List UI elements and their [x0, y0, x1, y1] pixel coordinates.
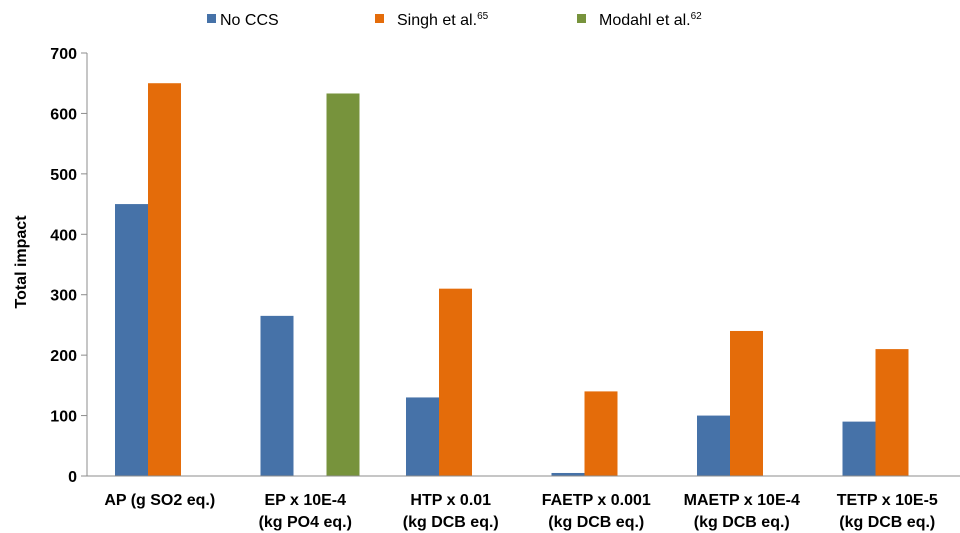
- x-tick-label: FAETP x 0.001: [542, 492, 651, 509]
- legend-superscript: 62: [691, 11, 703, 22]
- x-axis: AP (g SO2 eq.) EP x 10E-4 (kg PO4 eq.) HTP …: [87, 475, 960, 531]
- bar: [406, 397, 439, 476]
- bar: [260, 315, 294, 476]
- legend-superscript: 65: [477, 11, 489, 22]
- bar: [697, 415, 730, 476]
- legend-swatch: [577, 14, 586, 23]
- legend-swatch: [207, 14, 216, 23]
- legend-label: Singh et al.65: [397, 11, 489, 29]
- bar: [551, 472, 585, 476]
- bar: [439, 288, 472, 476]
- x-tick-label: (kg DCB eq.): [839, 514, 935, 531]
- x-tick-label: (kg DCB eq.): [548, 514, 644, 531]
- x-tick-label: MAETP x 10E-4: [684, 492, 800, 509]
- y-tick-label: 200: [50, 348, 77, 365]
- bar: [115, 204, 148, 477]
- legend-label: No CCS: [220, 12, 279, 29]
- legend-swatch: [375, 14, 384, 23]
- x-tick-label: (kg PO4 eq.): [259, 514, 352, 531]
- y-axis-label: Total impact: [13, 215, 30, 309]
- bar: [730, 330, 763, 476]
- x-tick-label: AP (g SO2 eq.): [104, 492, 215, 509]
- x-tick-label: (kg DCB eq.): [694, 514, 790, 531]
- x-tick-label: TETP x 10E-5: [837, 492, 938, 509]
- legend-label: Modahl et al.62: [599, 11, 702, 29]
- bar: [326, 93, 360, 476]
- bar: [875, 349, 909, 476]
- y-tick-label: 400: [50, 227, 77, 244]
- x-tick-label: EP x 10E-4: [264, 492, 346, 509]
- y-tick-label: 500: [50, 167, 77, 184]
- bars: [115, 83, 909, 477]
- y-tick-label: 700: [50, 46, 77, 63]
- x-tick-label: HTP x 0.01: [410, 492, 491, 509]
- y-tick-label: 0: [68, 469, 77, 486]
- bar: [842, 421, 876, 476]
- bar: [584, 391, 618, 476]
- x-tick-label: (kg DCB eq.): [403, 514, 499, 531]
- y-axis: 0 100 200 300 400 500 600 700: [50, 46, 88, 486]
- y-tick-label: 300: [50, 288, 77, 305]
- bar: [148, 83, 181, 476]
- legend: No CCS Singh et al.65 Modahl et al.62: [207, 11, 702, 29]
- y-tick-label: 600: [50, 106, 77, 123]
- y-tick-label: 100: [50, 409, 77, 426]
